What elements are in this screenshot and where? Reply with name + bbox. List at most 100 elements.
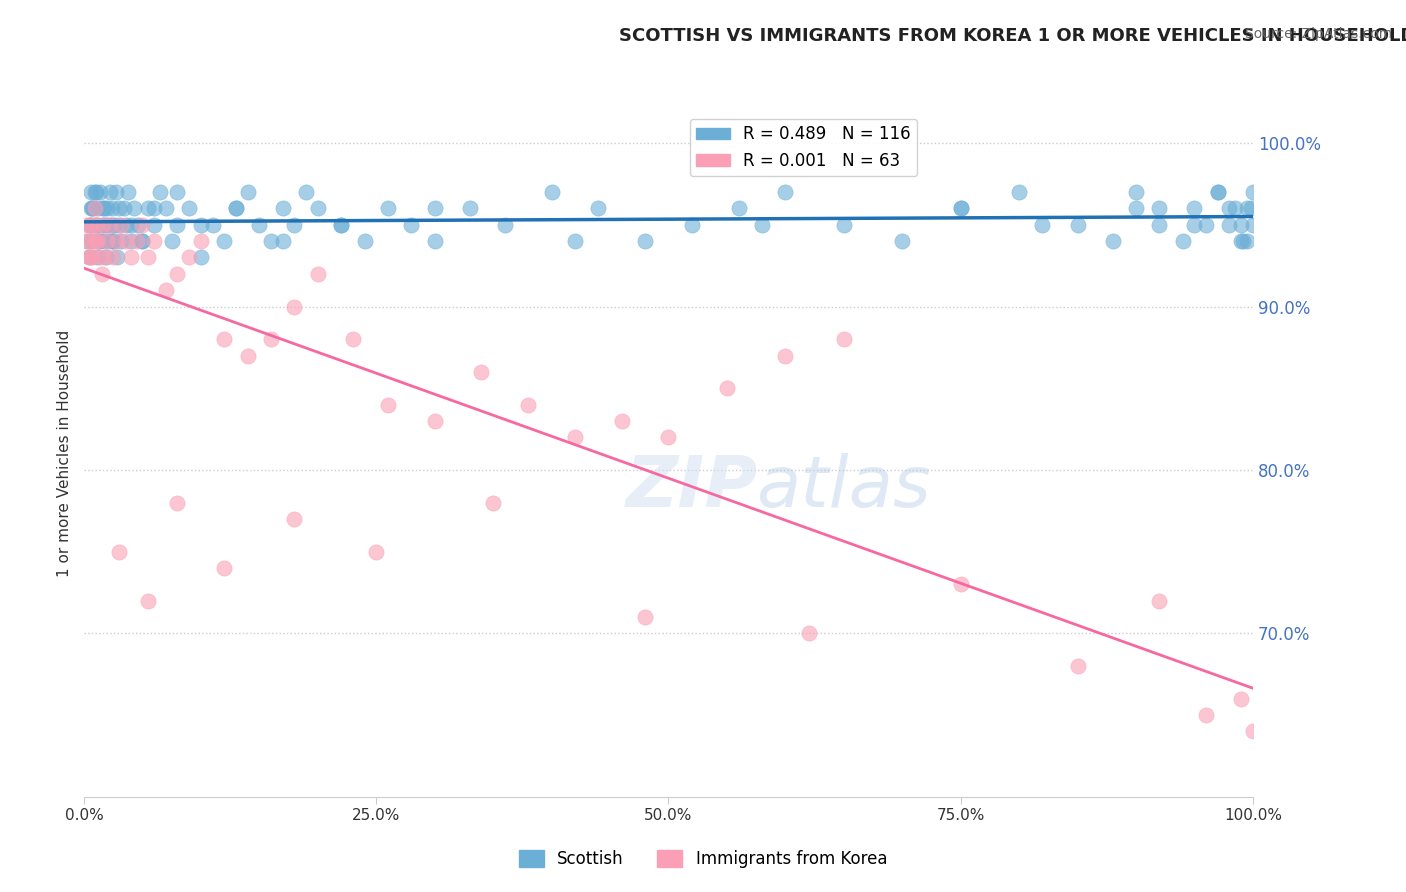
Point (225, 202, 247, 216)
Point (494, 218, 516, 232)
Point (98, 185, 121, 199)
Point (949, 202, 972, 216)
Point (105, 251, 128, 265)
Point (89, 234, 111, 248)
Point (540, 185, 562, 199)
Point (136, 202, 159, 216)
Point (832, 218, 855, 232)
Point (1241, 185, 1264, 199)
Point (82, 251, 104, 265)
Point (236, 185, 259, 199)
Point (76, 234, 98, 248)
Point (98, 218, 121, 232)
Point (1182, 218, 1205, 232)
Point (353, 234, 375, 248)
Point (212, 332, 235, 346)
Point (103, 234, 125, 248)
Point (112, 202, 135, 216)
Point (423, 234, 446, 248)
Point (260, 234, 283, 248)
Point (1171, 234, 1194, 248)
Point (80, 251, 103, 265)
Point (155, 202, 177, 216)
Point (136, 593, 159, 607)
Point (82, 202, 104, 216)
Point (94, 251, 117, 265)
Point (1149, 218, 1171, 232)
Point (127, 218, 149, 232)
Point (751, 218, 773, 232)
Point (166, 218, 188, 232)
Point (1218, 202, 1240, 216)
Point (120, 234, 142, 248)
Point (1236, 202, 1258, 216)
Point (1066, 659, 1088, 673)
Point (634, 610, 657, 624)
Point (83, 202, 105, 216)
Point (212, 561, 235, 575)
Point (1230, 218, 1253, 232)
Point (136, 251, 159, 265)
Point (832, 332, 855, 346)
Point (101, 202, 124, 216)
Point (225, 202, 247, 216)
Point (91, 234, 114, 248)
Point (90, 218, 112, 232)
Point (117, 185, 139, 199)
Point (610, 414, 633, 428)
Point (330, 218, 353, 232)
Point (775, 349, 797, 363)
Point (1125, 185, 1147, 199)
Point (236, 349, 259, 363)
Point (108, 218, 131, 232)
Point (108, 544, 131, 558)
Point (77, 251, 100, 265)
Text: SCOTTISH VS IMMIGRANTS FROM KOREA 1 OR MORE VEHICLES IN HOUSEHOLD CORRELATION CH: SCOTTISH VS IMMIGRANTS FROM KOREA 1 OR M… (619, 27, 1406, 45)
Point (1149, 202, 1171, 216)
Point (103, 234, 125, 248)
Point (727, 202, 749, 216)
Point (96, 218, 118, 232)
Point (120, 251, 142, 265)
Point (775, 185, 797, 199)
Point (103, 218, 125, 232)
Point (295, 185, 318, 199)
Point (143, 218, 166, 232)
Point (179, 202, 201, 216)
Point (1125, 202, 1147, 216)
Point (79, 218, 101, 232)
Point (1206, 185, 1229, 199)
Point (120, 218, 142, 232)
Point (108, 202, 131, 216)
Point (377, 398, 399, 412)
Point (110, 218, 132, 232)
Point (91, 218, 114, 232)
Point (1232, 234, 1254, 248)
Point (564, 430, 586, 444)
Point (271, 202, 294, 216)
Point (283, 218, 305, 232)
Point (342, 332, 364, 346)
Point (401, 218, 423, 232)
Point (1149, 593, 1171, 607)
Y-axis label: 1 or more Vehicles in Household: 1 or more Vehicles in Household (58, 330, 72, 577)
Point (115, 218, 138, 232)
Point (1031, 218, 1053, 232)
Point (190, 251, 212, 265)
Point (283, 300, 305, 314)
Point (166, 185, 188, 199)
Point (131, 234, 153, 248)
Point (423, 414, 446, 428)
Point (482, 495, 505, 509)
Point (1182, 202, 1205, 216)
Point (1008, 185, 1031, 199)
Point (83, 218, 105, 232)
Point (179, 251, 201, 265)
Point (212, 234, 235, 248)
Point (87, 234, 110, 248)
Point (105, 234, 128, 248)
Point (131, 218, 153, 232)
Point (1230, 691, 1253, 706)
Text: atlas: atlas (756, 453, 931, 523)
Point (82, 234, 104, 248)
